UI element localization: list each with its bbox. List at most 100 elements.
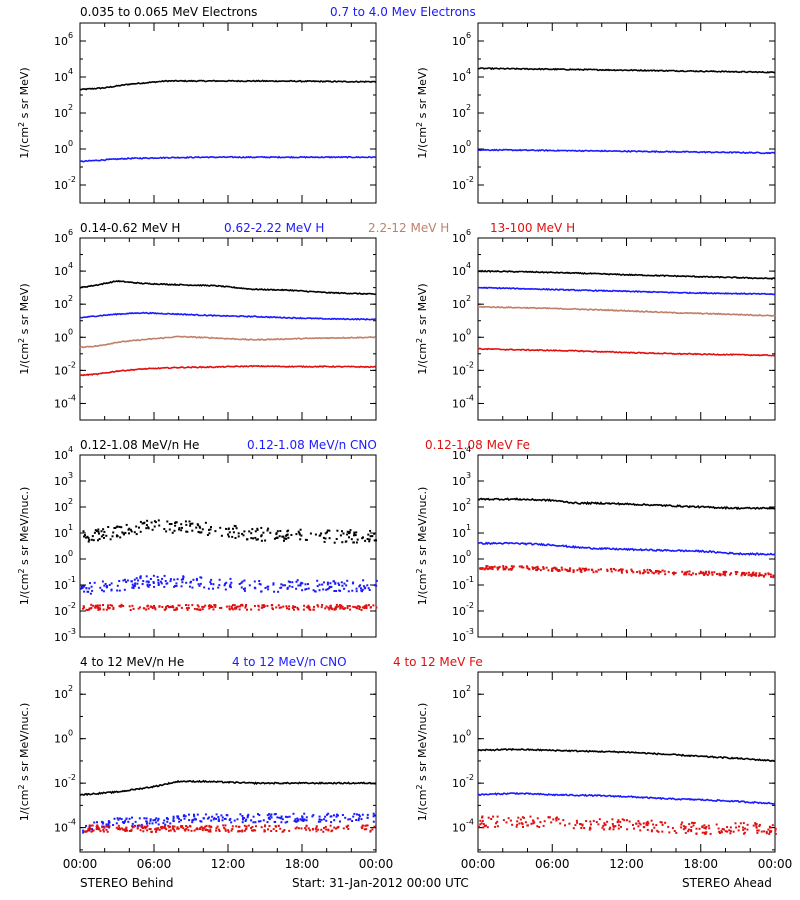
series-point-2	[663, 570, 666, 573]
series-point-1	[351, 589, 354, 592]
series-point-2	[735, 826, 738, 829]
series-point-2	[495, 822, 497, 825]
series-point-2	[510, 567, 513, 570]
series-point-2	[119, 828, 122, 831]
series-point-2	[657, 570, 660, 573]
y-tick-label-exponent: 0	[466, 729, 471, 738]
series-point-1	[241, 815, 244, 817]
series-point-2	[603, 822, 606, 825]
series-point-1	[88, 587, 91, 590]
series-point-2	[704, 572, 707, 575]
series-point-1	[206, 817, 209, 820]
series-point-2	[361, 606, 364, 609]
series-point-1	[182, 577, 185, 580]
series-point-0	[320, 532, 323, 535]
series-point-2	[86, 609, 89, 611]
series-point-0	[324, 537, 327, 540]
series-point-1	[312, 814, 315, 817]
series-point-2	[282, 605, 285, 608]
series-point-1	[229, 577, 232, 580]
series-point-1	[243, 579, 246, 582]
series-point-1	[323, 818, 326, 821]
series-point-1	[337, 814, 339, 817]
series-point-1	[316, 579, 319, 582]
series-point-2	[252, 829, 254, 832]
series-point-2	[701, 826, 704, 829]
series-point-2	[307, 604, 310, 607]
series-point-1	[317, 820, 320, 823]
series-point-1	[233, 819, 236, 822]
series-point-1	[132, 587, 135, 589]
series-point-2	[515, 825, 518, 828]
series-point-2	[740, 574, 743, 577]
series-point-0	[278, 535, 281, 538]
y-tick-label-exponent: -2	[466, 175, 474, 184]
series-point-2	[620, 568, 623, 571]
series-point-0	[248, 530, 251, 533]
legend-label: 0.12-1.08 MeV/n He	[80, 438, 199, 452]
series-point-0	[283, 537, 286, 540]
series-point-2	[184, 829, 187, 832]
series-point-0	[373, 532, 376, 535]
series-point-2	[337, 825, 340, 828]
series-point-2	[720, 830, 723, 833]
series-point-0	[323, 540, 326, 543]
series-point-1	[108, 821, 111, 824]
series-point-2	[516, 823, 519, 826]
series-point-1	[358, 585, 361, 588]
series-point-0	[150, 521, 153, 524]
series-point-1	[372, 815, 375, 818]
series-point-2	[98, 607, 101, 610]
series-point-1	[332, 580, 335, 583]
series-point-2	[335, 827, 337, 830]
series-point-1	[286, 587, 289, 590]
series-point-0	[344, 540, 347, 543]
series-point-2	[667, 570, 670, 573]
series-point-2	[224, 824, 227, 827]
series-point-0	[354, 534, 357, 537]
series-point-0	[151, 528, 154, 531]
series-point-2	[372, 604, 375, 607]
series-point-2	[185, 607, 188, 610]
series-point-1	[145, 820, 148, 823]
series-point-0	[201, 528, 204, 531]
series-point-2	[296, 606, 299, 609]
series-point-2	[89, 827, 92, 830]
series-point-2	[771, 824, 774, 827]
series-point-2	[597, 823, 600, 826]
series-point-2	[88, 608, 91, 611]
series-point-2	[645, 821, 648, 824]
series-point-0	[367, 533, 370, 536]
series-point-2	[657, 830, 660, 833]
series-point-2	[749, 573, 752, 576]
series-point-2	[502, 568, 505, 571]
series-point-2	[87, 827, 90, 830]
series-point-2	[150, 830, 153, 833]
series-point-2	[105, 828, 108, 831]
series-point-1	[91, 589, 94, 592]
series-point-1	[240, 581, 243, 584]
series-point-2	[608, 828, 611, 831]
series-point-1	[304, 588, 307, 591]
series-point-2	[572, 827, 575, 830]
series-point-1	[318, 583, 321, 586]
series-point-2	[280, 606, 283, 609]
series-point-2	[373, 825, 376, 828]
series-point-0	[368, 540, 371, 543]
series-point-1	[191, 586, 194, 589]
series-point-1	[322, 581, 325, 584]
series-point-2	[215, 829, 218, 832]
series-point-2	[187, 607, 190, 609]
series-point-2	[278, 606, 281, 609]
series-point-0	[209, 528, 212, 531]
series-point-2	[566, 570, 569, 573]
series-point-0	[174, 521, 177, 524]
series-point-2	[653, 572, 656, 575]
series-point-0	[256, 528, 259, 531]
series-point-1	[361, 588, 364, 591]
series-point-2	[162, 826, 165, 829]
series-point-2	[754, 822, 757, 825]
series-point-2	[702, 572, 705, 575]
series-point-2	[212, 608, 215, 611]
legend-label: 0.14-0.62 MeV H	[80, 221, 180, 235]
